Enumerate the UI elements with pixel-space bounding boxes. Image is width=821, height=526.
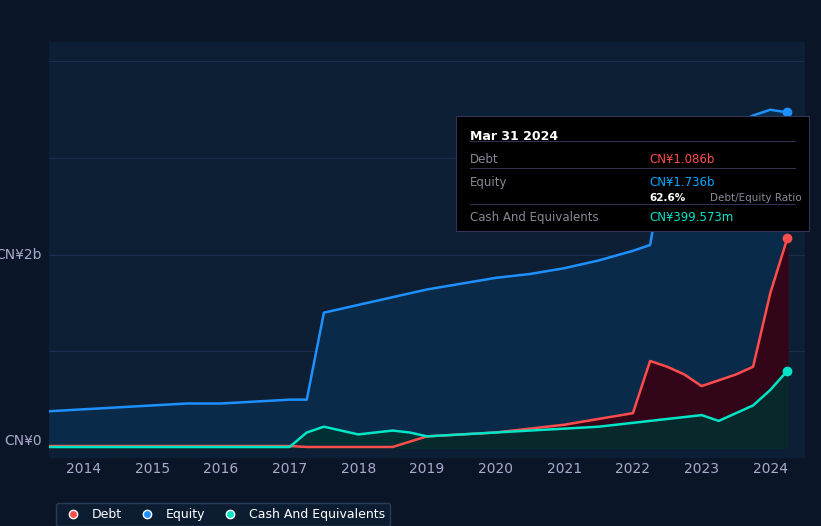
Text: CN¥1.736b: CN¥1.736b — [650, 176, 715, 189]
Text: Mar 31 2024: Mar 31 2024 — [470, 129, 558, 143]
Text: Cash And Equivalents: Cash And Equivalents — [470, 210, 599, 224]
Legend: Debt, Equity, Cash And Equivalents: Debt, Equity, Cash And Equivalents — [56, 503, 390, 526]
Text: Debt/Equity Ratio: Debt/Equity Ratio — [710, 193, 801, 203]
Text: Equity: Equity — [470, 176, 507, 189]
Text: CN¥399.573m: CN¥399.573m — [650, 210, 734, 224]
Text: 62.6%: 62.6% — [650, 193, 686, 203]
Text: CN¥0: CN¥0 — [4, 434, 42, 448]
Text: CN¥1.086b: CN¥1.086b — [650, 153, 715, 166]
Text: CN¥2b: CN¥2b — [0, 248, 42, 261]
Text: Debt: Debt — [470, 153, 498, 166]
